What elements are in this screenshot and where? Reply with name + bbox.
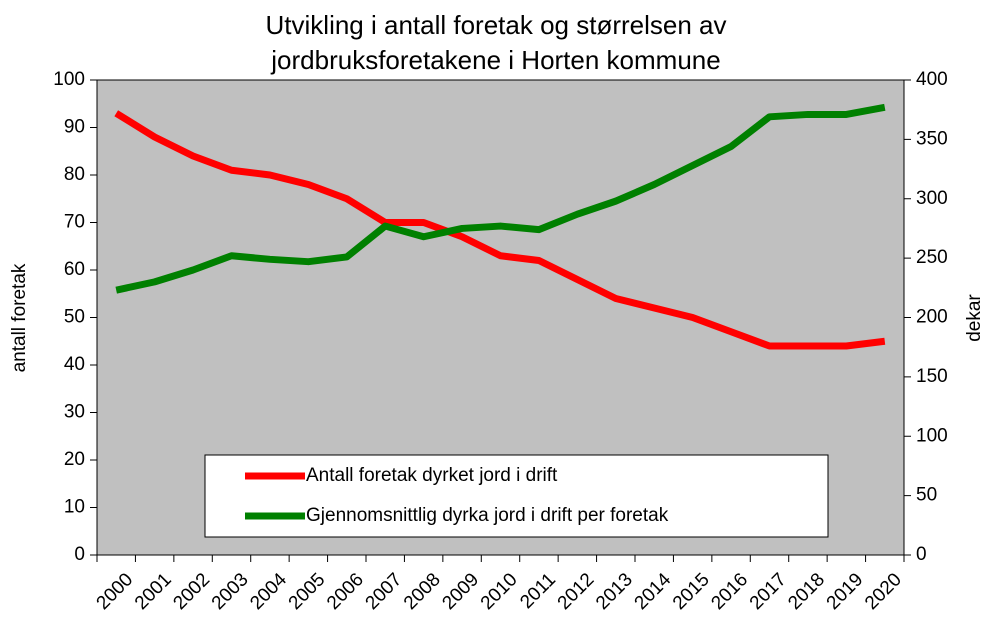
x-tick-label: 2019	[823, 569, 868, 614]
x-tick-label: 2017	[746, 569, 791, 614]
legend	[204, 454, 829, 538]
y2-tick-label: 50	[916, 485, 937, 506]
data-line	[114, 110, 886, 350]
y-tick-label: 30	[64, 402, 85, 423]
x-tick-label: 2020	[861, 569, 906, 614]
x-tick-label: 2002	[169, 569, 214, 614]
y-tick-label: 100	[53, 69, 85, 90]
y-tick-label: 20	[64, 449, 85, 470]
legend-label: Gjennomsnittlig dyrka jord i drift per f…	[306, 505, 669, 526]
y-tick-label: 70	[64, 212, 85, 233]
y-axis-label: antall foretak	[9, 263, 30, 372]
x-tick-label: 2012	[554, 569, 599, 614]
x-tick-label: 2015	[669, 569, 714, 614]
y-tick-label: 0	[74, 544, 85, 565]
y-tick-label: 90	[64, 117, 85, 138]
x-tick-label: 2009	[438, 569, 483, 614]
x-tick-label: 2013	[592, 569, 637, 614]
y2-tick-label: 0	[916, 544, 927, 565]
y2-tick-label: 350	[916, 128, 948, 149]
y2-tick-label: 400	[916, 69, 948, 90]
data-line	[115, 103, 886, 294]
y2-tick-label: 300	[916, 188, 948, 209]
y2-tick-label: 150	[916, 366, 948, 387]
x-tick-label: 2011	[516, 569, 560, 613]
x-tick-label: 2008	[400, 569, 445, 614]
y-tick-label: 80	[64, 164, 85, 185]
y-tick-label: 10	[64, 497, 85, 518]
x-tick-label: 2005	[285, 569, 330, 614]
x-tick-label: 2004	[246, 569, 291, 614]
y-tick-label: 40	[64, 354, 85, 375]
x-tick-label: 2006	[323, 569, 368, 614]
x-tick-label: 2018	[784, 569, 829, 614]
chart-title: Utvikling i antall foretak og størrelsen…	[266, 10, 727, 40]
x-tick-label: 2014	[631, 569, 676, 614]
x-tick-label: 2007	[362, 569, 407, 614]
x-tick-label: 2003	[208, 569, 253, 614]
chart-title: jordbruksforetakene i Horten kommune	[270, 45, 720, 75]
x-tick-label: 2000	[93, 569, 138, 614]
y2-tick-label: 200	[916, 307, 948, 328]
y2-axis-label: dekar	[964, 294, 985, 342]
legend-label: Antall foretak dyrket jord i drift	[306, 465, 558, 486]
y-tick-label: 50	[64, 307, 85, 328]
x-tick-label: 2010	[477, 569, 522, 614]
x-tick-label: 2016	[707, 569, 752, 614]
y-tick-label: 60	[64, 259, 85, 280]
x-tick-label: 2001	[131, 569, 176, 614]
y2-tick-label: 250	[916, 247, 948, 268]
y2-tick-label: 100	[916, 425, 948, 446]
